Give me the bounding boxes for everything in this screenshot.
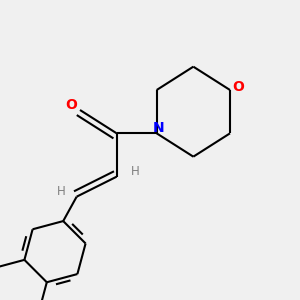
Text: O: O xyxy=(66,98,78,112)
Text: H: H xyxy=(57,185,66,198)
Text: N: N xyxy=(152,121,164,135)
Text: H: H xyxy=(130,165,140,178)
Text: O: O xyxy=(232,80,244,94)
